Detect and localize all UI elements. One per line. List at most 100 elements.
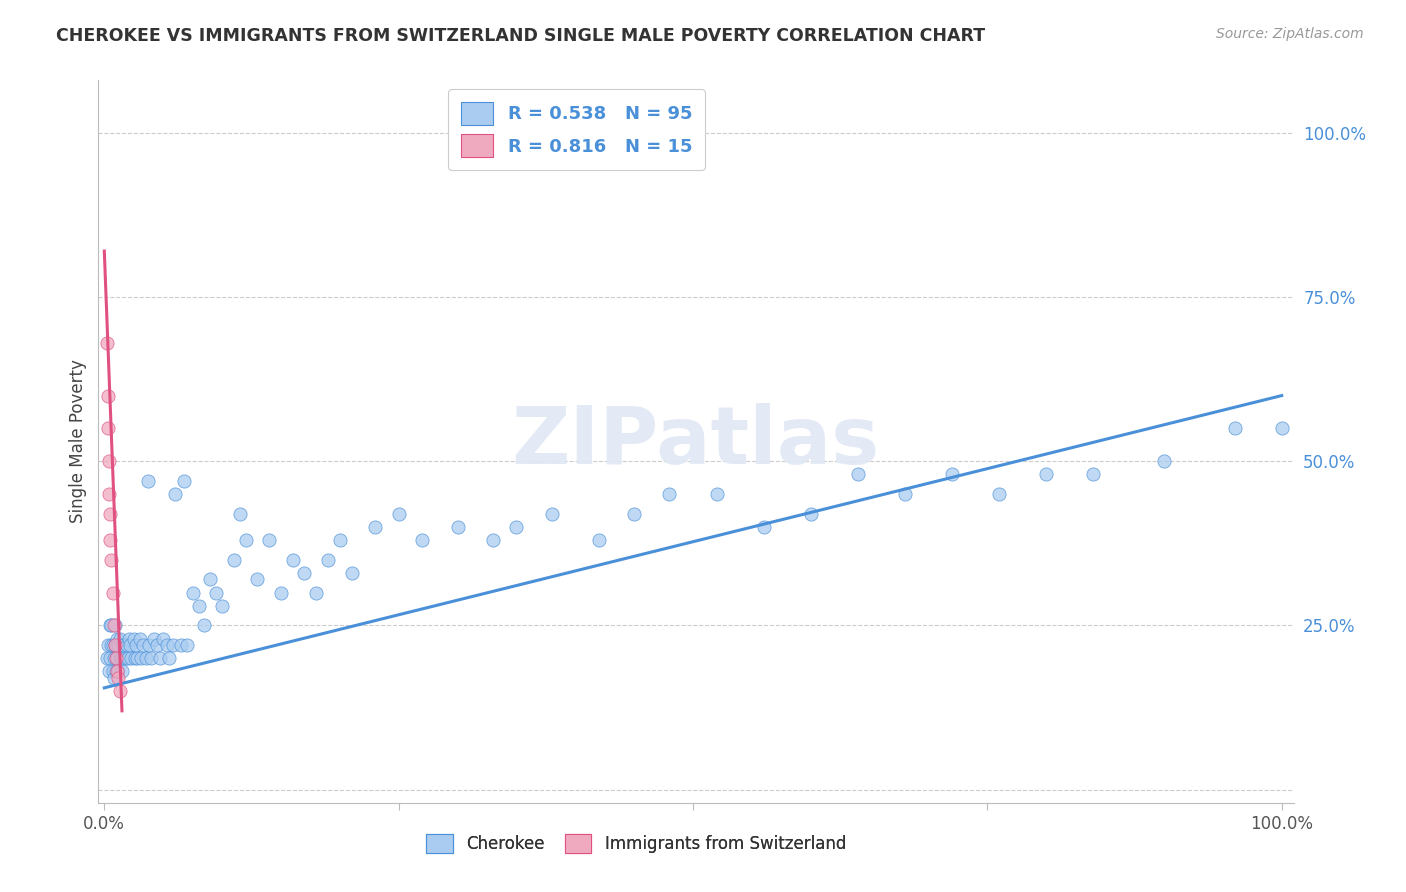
Point <box>388 507 411 521</box>
Point <box>107 671 129 685</box>
Point <box>108 651 131 665</box>
Point <box>152 632 174 646</box>
Point <box>149 651 172 665</box>
Point <box>329 533 352 547</box>
Point <box>100 553 122 567</box>
Point <box>101 665 124 679</box>
Point <box>235 533 257 547</box>
Point <box>98 665 121 679</box>
Point <box>941 467 963 482</box>
Point <box>96 651 118 665</box>
Point <box>800 507 823 521</box>
Point <box>98 651 121 665</box>
Point <box>100 638 122 652</box>
Text: ZIPatlas: ZIPatlas <box>512 402 880 481</box>
Point <box>114 651 136 665</box>
Point <box>894 487 917 501</box>
Point <box>125 638 148 652</box>
Point <box>97 421 120 435</box>
Point <box>136 474 159 488</box>
Point <box>222 553 245 567</box>
Point <box>112 651 135 665</box>
Point <box>1083 467 1105 482</box>
Point <box>1153 454 1175 468</box>
Point <box>120 638 142 652</box>
Point <box>193 618 215 632</box>
Point <box>1271 421 1294 435</box>
Legend: Cherokee, Immigrants from Switzerland: Cherokee, Immigrants from Switzerland <box>419 827 853 860</box>
Point <box>138 638 160 652</box>
Point <box>124 651 146 665</box>
Point <box>98 487 121 501</box>
Point <box>104 638 127 652</box>
Text: Source: ZipAtlas.com: Source: ZipAtlas.com <box>1216 27 1364 41</box>
Point <box>127 651 149 665</box>
Point <box>156 638 179 652</box>
Point <box>120 651 142 665</box>
Point <box>157 651 180 665</box>
Point <box>105 638 128 652</box>
Point <box>211 599 233 613</box>
Point <box>170 638 193 652</box>
Text: CHEROKEE VS IMMIGRANTS FROM SWITZERLAND SINGLE MALE POVERTY CORRELATION CHART: CHEROKEE VS IMMIGRANTS FROM SWITZERLAND … <box>56 27 986 45</box>
Point <box>104 618 127 632</box>
Point <box>104 638 127 652</box>
Point <box>205 585 228 599</box>
Point <box>98 454 121 468</box>
Point <box>105 665 128 679</box>
Point <box>141 651 163 665</box>
Point <box>446 520 468 534</box>
Point <box>228 507 250 521</box>
Point <box>98 533 121 547</box>
Point <box>411 533 433 547</box>
Point <box>111 665 134 679</box>
Point <box>988 487 1011 501</box>
Point <box>112 638 135 652</box>
Point <box>173 474 195 488</box>
Point <box>281 553 304 567</box>
Point <box>187 599 209 613</box>
Point <box>181 585 204 599</box>
Point <box>98 507 121 521</box>
Point <box>1223 421 1246 435</box>
Point <box>246 573 269 587</box>
Point <box>107 665 129 679</box>
Point <box>257 533 280 547</box>
Point <box>101 638 124 652</box>
Point <box>128 632 150 646</box>
Point <box>122 632 145 646</box>
Point <box>103 671 125 685</box>
Point <box>111 638 134 652</box>
Point <box>846 467 869 482</box>
Point <box>101 585 124 599</box>
Point <box>270 585 292 599</box>
Point <box>97 388 120 402</box>
Point <box>105 632 128 646</box>
Point <box>108 684 131 698</box>
Point <box>105 651 128 665</box>
Point <box>706 487 728 501</box>
Point <box>105 665 128 679</box>
Point <box>162 638 184 652</box>
Point <box>316 553 339 567</box>
Point <box>129 651 152 665</box>
Point <box>98 618 121 632</box>
Point <box>107 638 129 652</box>
Point <box>588 533 610 547</box>
Point <box>134 651 156 665</box>
Point <box>623 507 645 521</box>
Point <box>105 651 128 665</box>
Point <box>97 638 120 652</box>
Point <box>305 585 328 599</box>
Point <box>103 618 125 632</box>
Point <box>505 520 527 534</box>
Point <box>96 336 118 351</box>
Point <box>105 651 128 665</box>
Point <box>1035 467 1057 482</box>
Point <box>118 632 141 646</box>
Point <box>110 651 132 665</box>
Point <box>117 651 139 665</box>
Point <box>163 487 186 501</box>
Point <box>340 566 363 580</box>
Point <box>200 573 222 587</box>
